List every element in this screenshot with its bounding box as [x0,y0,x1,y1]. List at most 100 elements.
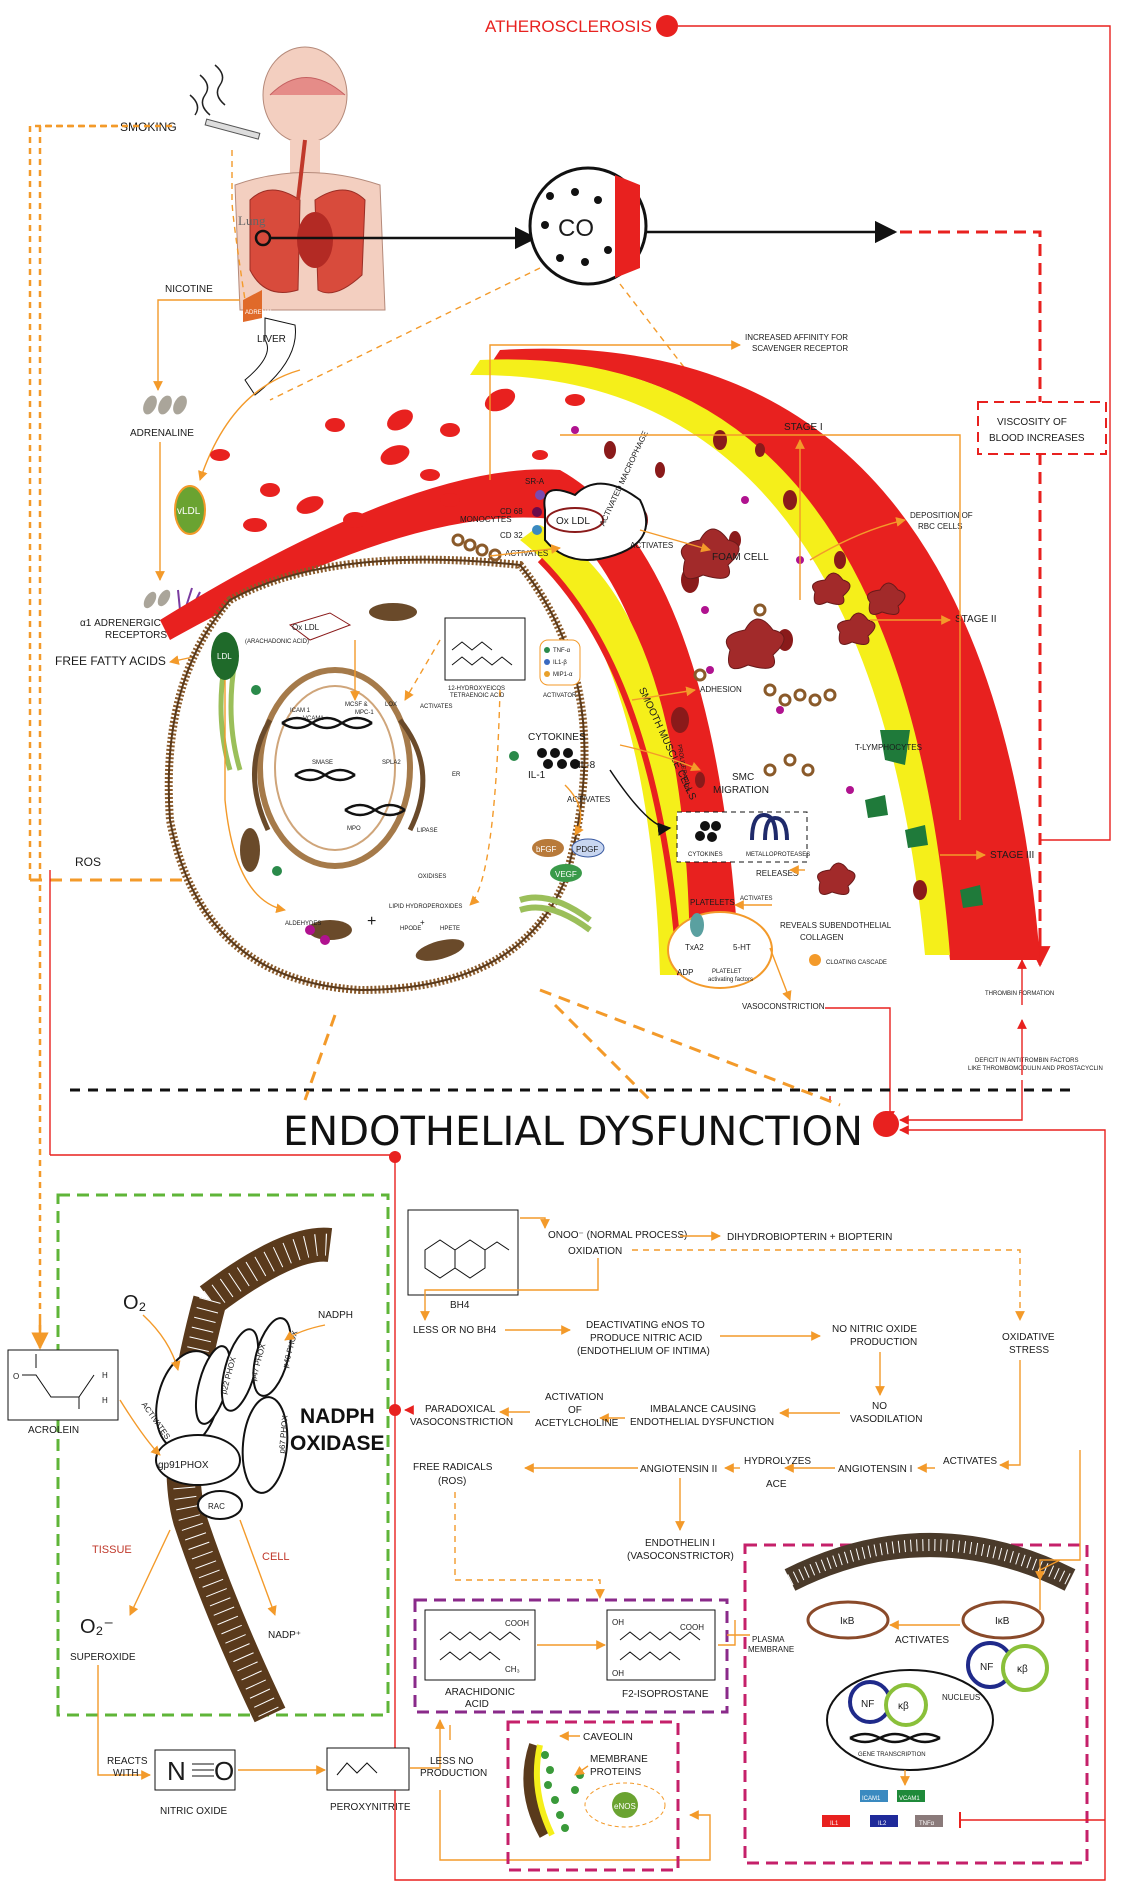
reveals-collagen-label-2: COLLAGEN [800,933,844,942]
endothelial-cell [164,555,592,995]
no-vaso-label-2: VASODILATION [850,1414,922,1425]
viscosity-label: VISCOSITY OF [997,417,1067,428]
reacts-label-2: WITH [113,1768,139,1779]
clotting-cascade-label: CLOATING CASCADE [826,960,887,966]
ox-ldl-label: Ox LDL [556,516,590,527]
increased-affinity-label-2: SCAVENGER RECEPTOR [752,344,848,353]
vasoconstriction-label: VASOCONSTRICTION [742,1002,825,1011]
peroxynitrite-label: PEROXYNITRITE [330,1802,411,1813]
activates-label-2: ACTIVATES [630,541,673,550]
vldl-label: vLDL [177,506,201,517]
platelets-activates-label: ACTIVATES [740,896,772,902]
kb-label: κβ [1017,1664,1028,1675]
acrolein-label: ACROLEIN [28,1425,79,1436]
er-label: ER [452,772,461,778]
superoxide-symbol: O₂⁻ [80,1616,114,1638]
thrombin-label: THROMBIN FORMATION [985,991,1054,997]
membrane-proteins-label: MEMBRANE [590,1754,648,1765]
mip-label: MIP1-α [553,672,573,678]
mpo-label: MPO [347,826,361,832]
tnf-label: TNF-α [553,648,571,654]
ros-label: ROS [75,855,101,869]
phox-subunits [155,1317,292,1520]
liver-icon [244,317,296,396]
stage2-label: STAGE II [955,614,997,625]
stage1-label: STAGE I [784,422,823,433]
il1b-label: IL1-β [553,660,567,666]
peroxynitrite-structure [326,1747,410,1791]
plus-sign: + [420,918,425,927]
il2-badge-label: IL2 [878,1821,887,1827]
t-lymphocyte-icon [865,730,983,908]
human-torso-figure [234,46,386,311]
nadp-label: NADP⁺ [268,1630,301,1641]
deposition-label-2: RBC CELLS [918,522,962,531]
cd68-label: CD 68 [500,507,523,516]
lox-label: LOX [385,702,397,708]
platelet-factors-label: PLATELET [712,969,742,975]
hete-structure-box [444,617,526,681]
hete-label: 12-HYDROXYEICOS [448,686,505,692]
nadph-oxidase-label-2: OXIDASE [290,1432,385,1455]
tissue-label: TISSUE [92,1544,132,1556]
deactivating-label: DEACTIVATING eNOS TO [586,1320,705,1331]
dihydrobiopterin-label: DIHYDROBIOPTERIN + BIOPTERIN [727,1232,892,1243]
co-viscosity-link [900,230,1042,940]
activates-cyto-label: ACTIVATES [567,795,610,804]
cooh-label: COOH [505,1619,529,1628]
tnfa-badge [915,1815,943,1827]
metalloproteases-label: METALLOPROTEASES [746,852,810,858]
caveolin-label: CAVEOLIN [583,1732,633,1743]
foam-cell-label: FOAM CELL [712,552,769,563]
ox-ldl-inner-label: Ox LDL [292,623,320,632]
reacts-label: REACTS [107,1756,148,1767]
nf2-label: NF [861,1699,874,1710]
nadph-oxidase-box [56,1193,390,1717]
viscosity-label-2: BLOOD INCREASES [989,433,1085,444]
hete-label-2: TETRAENOIC ACID [450,693,505,699]
free-radicals-label-2: (ROS) [438,1476,466,1487]
gene-transcription-label: GENE TRANSCRIPTION [858,1752,926,1758]
svg-text:N: N [167,1756,186,1786]
bfgf-label: bFGF [536,845,557,854]
endothelial-dysfunction-node [873,1111,899,1137]
5ht-label: 5-HT [733,943,751,952]
cytokines-box-label: CYTOKINES [688,852,723,858]
angiotensin1-label: ANGIOTENSIN I [838,1464,912,1475]
enos-label: eNOS [614,1802,636,1811]
cytokines-label: CYTOKINES [528,732,586,743]
vcam-label: VCAM1 [303,716,324,722]
increased-affinity-label: INCREASED AFFINITY FOR [745,333,848,342]
ikb1-label: IκB [840,1616,855,1627]
o2-label: O₂ [123,1292,146,1314]
alpha-receptors-label-2: RECEPTORS [105,630,167,641]
icam1-badge-label: ICAM1 [862,1796,881,1802]
mcsf-label: MCSF & [345,702,368,708]
txa2-label: TxA2 [685,943,704,952]
vcam1-badge [897,1790,925,1802]
alpha-receptors-label: α1 ADRENERGIC [80,618,161,629]
adrenaline-label: ADRENALINE [130,428,194,439]
nadph-oxidase-label: NADPH [300,1405,375,1428]
activates-angio-label: ACTIVATES [943,1456,997,1467]
arachadonic-label: (ARACHADONIC ACID) [245,639,309,645]
ch3-label: CH₃ [505,1665,520,1674]
less-no-label: LESS NO [430,1756,474,1767]
svg-text:O: O [13,1372,19,1381]
activator-label: ACTIVATOR [543,693,577,699]
co-blood-vessel-circle: CO [528,166,648,286]
hpode-label: HPODE [400,926,421,932]
aldehydes-label: ALDEHYDES [285,921,321,927]
deactivating-label-2: PRODUCE NITRIC ACID [590,1333,702,1344]
lipase-label: LIPASE [417,828,438,834]
tnfa-badge-label: TNFα [919,1821,935,1827]
platelet-factors-label-2: activating factors [708,977,753,983]
oxidises-label: OXIDISES [418,874,446,880]
oxidative-stress-label: OXIDATIVE [1002,1332,1055,1343]
viscosity-box [977,401,1107,455]
smc-label-2: MIGRATION [713,785,769,796]
oh-label-2: OH [612,1669,624,1678]
foam-cell-icon [680,528,906,895]
